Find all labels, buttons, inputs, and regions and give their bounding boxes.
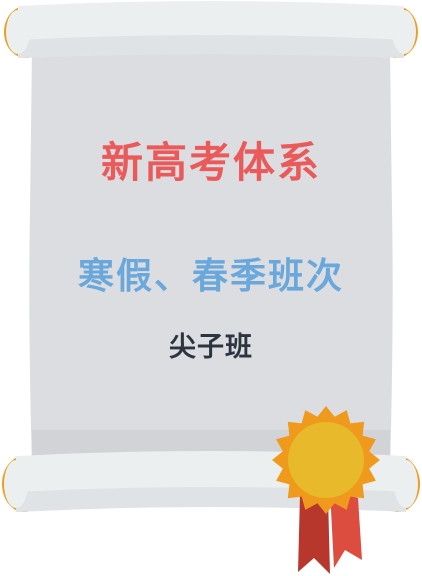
scroll-paper bbox=[29, 43, 393, 470]
award-medal-icon bbox=[272, 406, 380, 514]
certificate-class-name: 尖子班 bbox=[169, 332, 253, 363]
certificate-subtitle: 寒假、春季班次 bbox=[77, 256, 344, 297]
certificate-title: 新高考体系 bbox=[100, 138, 321, 187]
medal-ribbons bbox=[298, 490, 362, 574]
scroll-top-roll bbox=[4, 1, 418, 58]
